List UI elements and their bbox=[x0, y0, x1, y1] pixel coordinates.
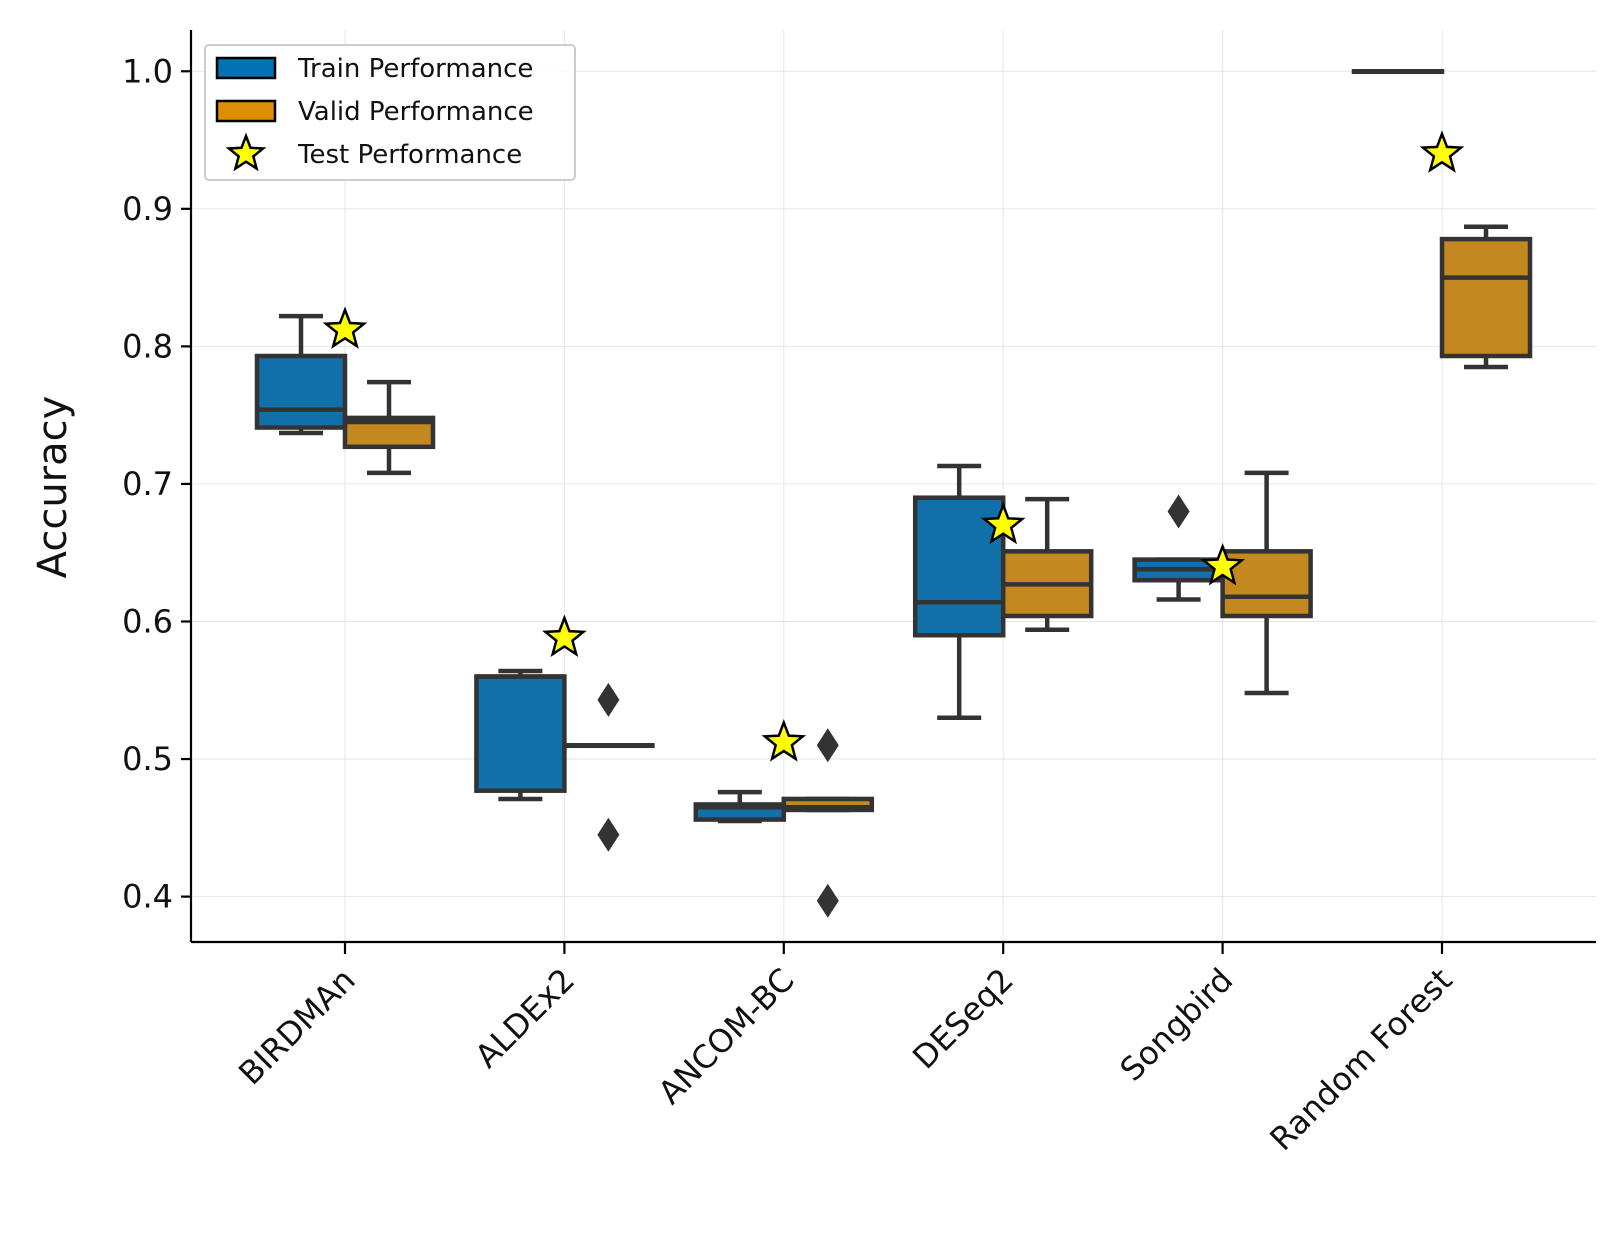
test-star-3 bbox=[980, 501, 1026, 545]
box-train-performance-5 bbox=[1351, 69, 1445, 75]
test-star-4 bbox=[1200, 542, 1245, 586]
legend-star-marker bbox=[225, 132, 267, 172]
legend: Train Performance Valid Performance Test P… bbox=[204, 44, 576, 181]
legend-label: Train Performance bbox=[297, 54, 533, 84]
test-star-0 bbox=[322, 306, 368, 349]
legend-frame bbox=[204, 44, 576, 181]
y-tick-label: 0.6 bbox=[122, 602, 173, 640]
axes bbox=[181, 30, 1596, 954]
grid-lines bbox=[191, 30, 1596, 942]
box-valid-performance-1 bbox=[562, 682, 655, 852]
y-tick-label: 1.0 bbox=[122, 52, 173, 90]
box-valid-performance-0 bbox=[342, 379, 436, 476]
x-tick-label: DESeq2 bbox=[905, 961, 1021, 1077]
box-plot-marks bbox=[254, 69, 1533, 918]
box-train-performance-2 bbox=[693, 789, 787, 824]
legend-swatch bbox=[215, 56, 277, 80]
box-train-performance-1 bbox=[474, 668, 567, 802]
outlier-point bbox=[597, 817, 620, 852]
y-tick-label: 0.4 bbox=[122, 878, 173, 916]
test-star-2 bbox=[761, 719, 807, 762]
x-tick-label: Random Forest bbox=[1262, 961, 1459, 1158]
box-train-performance-0 bbox=[254, 313, 348, 436]
y-tick-label: 0.7 bbox=[122, 465, 173, 503]
box-valid-performance-2 bbox=[781, 728, 875, 918]
y-tick-label: 0.8 bbox=[122, 327, 173, 365]
box-iqr bbox=[254, 353, 348, 430]
box-valid-performance-4 bbox=[1220, 470, 1313, 696]
x-tick-label: ANCOM-BC bbox=[651, 961, 802, 1112]
outlier-point bbox=[816, 728, 839, 763]
box-iqr bbox=[1439, 236, 1533, 359]
box-train-performance-3 bbox=[912, 463, 1006, 721]
test-star-5 bbox=[1419, 130, 1465, 173]
x-tick-label: BIRDMAn bbox=[231, 961, 363, 1093]
y-tick-label: 0.5 bbox=[122, 740, 173, 778]
box-valid-performance-5 bbox=[1439, 224, 1533, 370]
y-tick-label: 0.9 bbox=[122, 190, 173, 228]
test-performance-markers bbox=[322, 130, 1465, 762]
y-axis-label: Accuracy bbox=[30, 396, 76, 579]
legend-label: Test Performance bbox=[297, 140, 522, 170]
test-star-1 bbox=[542, 614, 587, 658]
box-iqr bbox=[781, 796, 875, 813]
box-valid-performance-3 bbox=[1000, 496, 1094, 632]
x-tick-label: ALDEx2 bbox=[468, 961, 582, 1075]
outlier-point bbox=[1167, 494, 1190, 529]
box-train-performance-4 bbox=[1132, 494, 1225, 602]
box-iqr bbox=[474, 674, 567, 793]
legend-label: Valid Performance bbox=[298, 97, 534, 127]
outlier-point bbox=[816, 883, 839, 918]
legend-swatch bbox=[215, 99, 277, 123]
outlier-point bbox=[597, 682, 620, 717]
x-tick-label: Songbird bbox=[1113, 961, 1241, 1089]
